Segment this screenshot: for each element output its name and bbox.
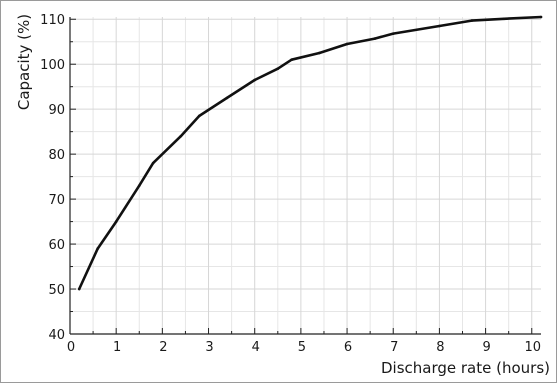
- y-axis-label: Capacity (%): [15, 14, 33, 110]
- minor-gridlines: [70, 17, 541, 334]
- data-point: [179, 134, 183, 138]
- tick-marks: [69, 18, 533, 335]
- y-tick-label: 110: [40, 13, 65, 28]
- data-point: [137, 184, 141, 187]
- data-point: [96, 247, 100, 250]
- x-tick-label: 3: [205, 340, 213, 355]
- data-point: [373, 37, 377, 40]
- x-tick-label: 0: [67, 340, 75, 355]
- data-point: [502, 17, 506, 21]
- y-tick-label: 40: [48, 328, 65, 343]
- y-tick-label: 50: [48, 283, 65, 298]
- data-point: [345, 42, 349, 46]
- x-tick-label: 5: [298, 340, 306, 355]
- data-point: [77, 287, 81, 291]
- y-tick-label: 80: [48, 148, 65, 163]
- data-point: [290, 58, 293, 62]
- data-point: [391, 32, 395, 35]
- data-point: [151, 161, 155, 165]
- data-point: [318, 51, 321, 55]
- data-point: [470, 19, 474, 22]
- data-point: [276, 67, 280, 71]
- series-line: [77, 15, 543, 291]
- data-point: [225, 96, 229, 100]
- x-axis-label: Discharge rate (hours): [381, 359, 550, 377]
- x-tick-label: 2: [159, 340, 167, 355]
- y-tick-label: 70: [48, 193, 65, 208]
- x-tick-label: 6: [344, 340, 352, 355]
- y-tick-labels: 40 50 60 70 80 90 100 110: [40, 13, 65, 343]
- data-point: [539, 15, 543, 19]
- data-point: [197, 114, 201, 118]
- x-tick-label: 1: [113, 340, 121, 355]
- y-tick-label: 90: [48, 103, 65, 118]
- y-tick-label: 60: [48, 238, 65, 253]
- series-layer: [77, 15, 543, 291]
- x-tick-label: 10: [524, 340, 541, 355]
- x-tick-label: 8: [436, 340, 444, 355]
- data-point: [114, 220, 118, 223]
- x-tick-label: 4: [252, 340, 260, 355]
- x-tick-label: 9: [482, 340, 490, 355]
- data-point: [438, 24, 441, 28]
- major-gridlines: [70, 17, 541, 334]
- data-point: [253, 78, 257, 82]
- x-tick-label: 7: [390, 340, 398, 355]
- x-tick-labels: 0 1 2 3 4 5 6 7 8 9 10: [67, 340, 541, 355]
- y-tick-label: 100: [40, 58, 65, 73]
